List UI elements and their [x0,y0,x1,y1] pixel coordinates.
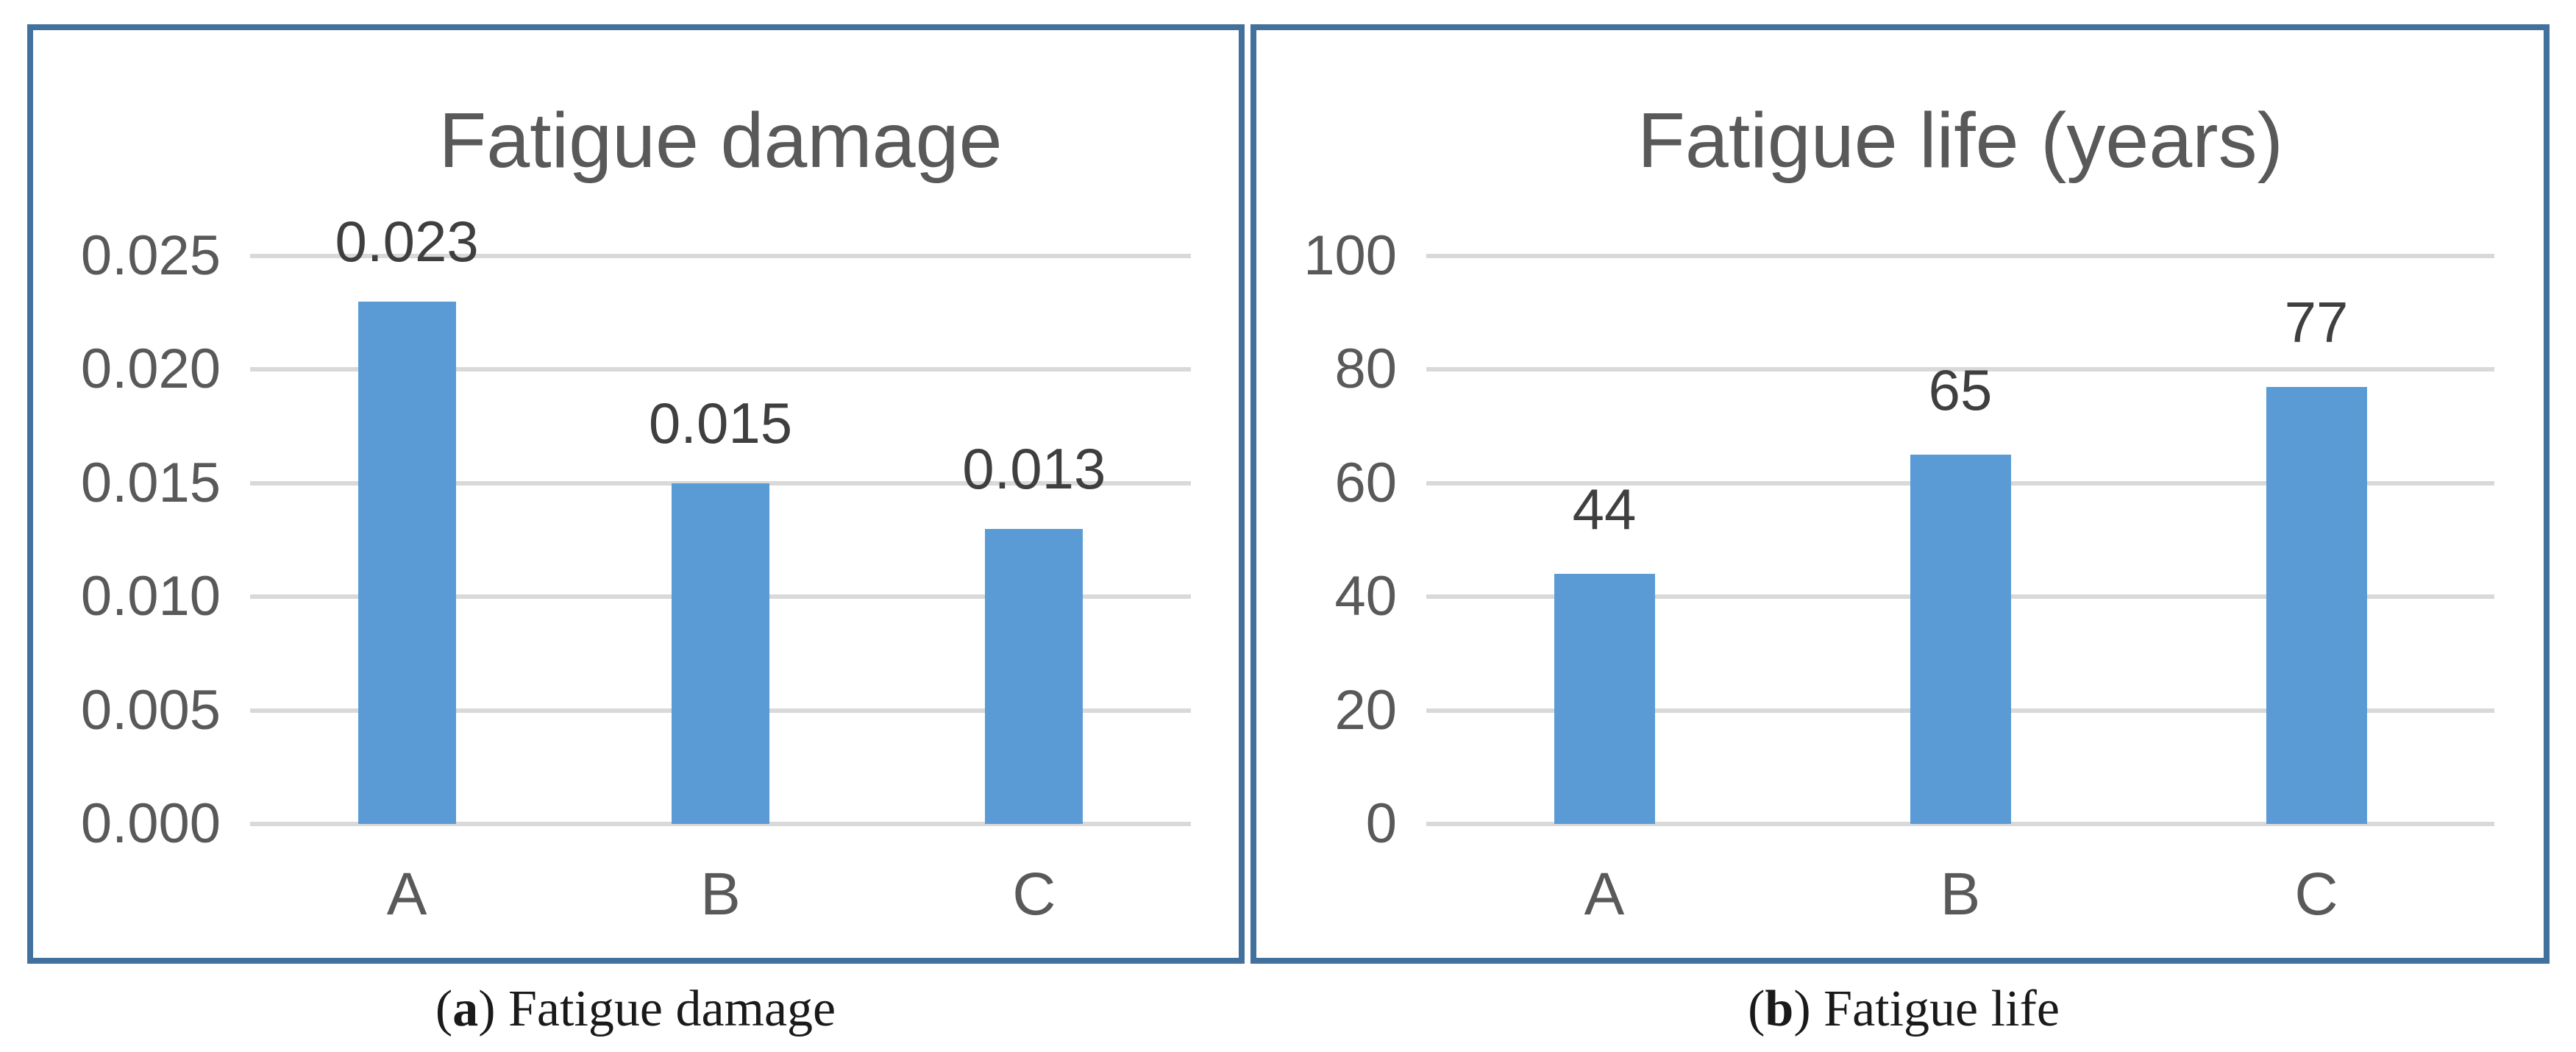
bar-C [985,528,1084,824]
data-label: 0.013 [962,436,1106,501]
y-tick-label: 0.010 [80,565,221,628]
y-tick-label: 80 [1334,338,1397,401]
y-tick-label: 20 [1334,678,1397,742]
gridline [250,254,1191,258]
y-tick-label: 60 [1334,451,1397,514]
data-label: 77 [2284,289,2349,355]
caption-index: a [452,981,479,1037]
caption-paren-open: ( [435,981,453,1037]
chart-panel-b: Fatigue life (years) 100 80 60 40 20 0 44 A 65 B 7… [1250,24,2550,964]
data-label: 44 [1572,477,1637,542]
y-tick-label: 0.015 [80,451,221,514]
data-label: 0.023 [335,208,479,274]
figure-caption-b: (b) Fatigue life [1748,978,2060,1040]
gridline [250,822,1191,826]
caption-paren-close: ) [1793,981,1824,1037]
x-category-label: A [386,861,427,928]
caption-index: b [1765,981,1794,1037]
chart-panel-a: Fatigue damage 0.025 0.020 0.015 0.010 0.005… [27,24,1245,964]
x-category-label: B [700,861,741,928]
y-tick-label: 0.020 [80,338,221,401]
x-category-label: B [1940,861,1981,928]
data-label: 65 [1928,358,1993,423]
y-tick-label: 0 [1365,792,1397,855]
x-category-label: C [2294,861,2338,928]
bar-A [357,301,456,824]
caption-paren-open: ( [1748,981,1765,1037]
gridline [1426,822,2494,826]
caption-text: Fatigue life [1824,981,2060,1037]
y-tick-label: 0.000 [80,792,221,855]
gridline [1426,254,2494,258]
y-tick-label: 40 [1334,565,1397,628]
caption-text: Fatigue damage [508,981,836,1037]
figure-caption-a: (a) Fatigue damage [435,978,836,1040]
y-tick-label: 100 [1303,224,1397,287]
y-tick-label: 0.025 [80,224,221,287]
data-label: 0.015 [648,390,793,455]
caption-paren-close: ) [478,981,508,1037]
x-category-label: A [1584,861,1625,928]
y-tick-label: 0.005 [80,678,221,742]
bar-B [1910,455,2011,824]
gridline [1426,367,2494,372]
bar-C [2266,386,2367,824]
chart-title: Fatigue life (years) [1637,97,2283,184]
x-category-label: C [1012,861,1056,928]
bar-B [672,483,769,824]
gridline [250,367,1191,372]
bar-A [1554,574,1655,824]
chart-title: Fatigue damage [438,97,1003,184]
